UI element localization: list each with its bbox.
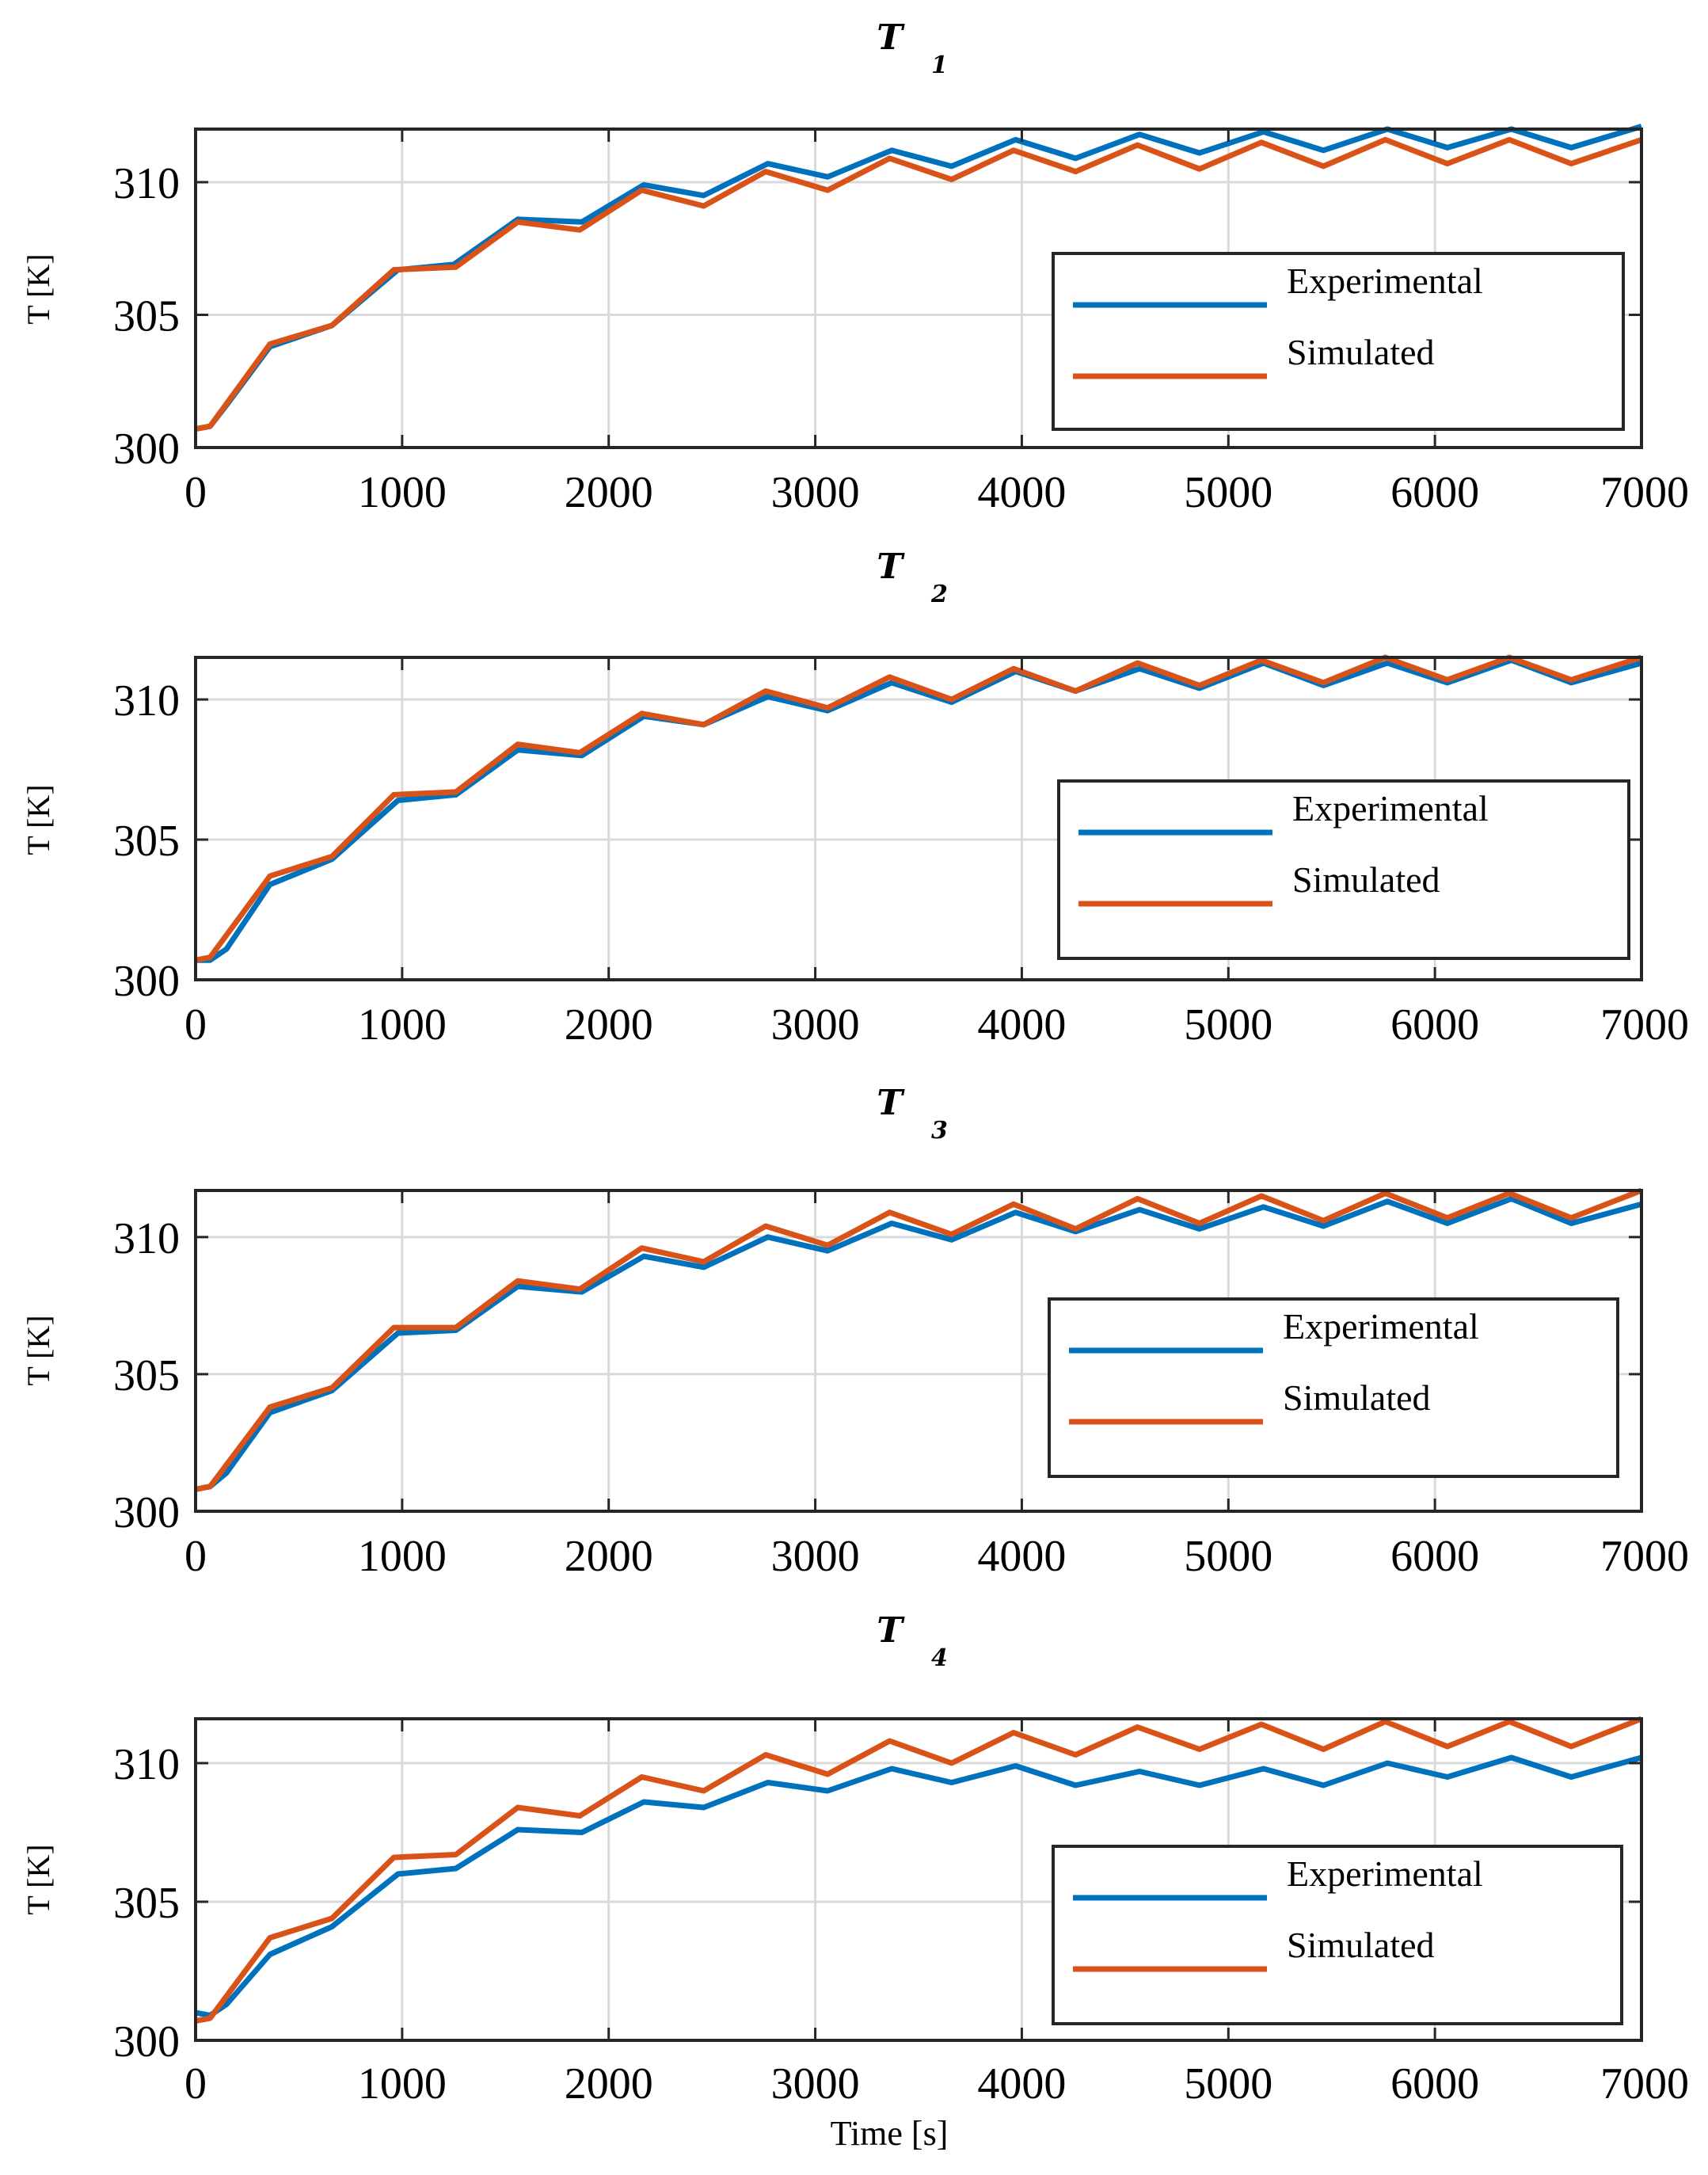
- subplot-title-subscript: 1: [931, 51, 948, 79]
- x-tick-label: 6000: [1390, 468, 1479, 517]
- x-tick-label: 6000: [1390, 1532, 1479, 1581]
- x-tick-label: 1000: [358, 2059, 447, 2108]
- x-tick-label: 7000: [1600, 468, 1689, 517]
- y-tick-label: 310: [113, 1214, 180, 1263]
- x-tick-label: 5000: [1184, 1532, 1272, 1581]
- x-tick-label: 7000: [1600, 2059, 1689, 2108]
- y-tick-label: 310: [113, 676, 180, 726]
- subplot-title: T: [877, 1610, 905, 1651]
- y-tick-label: 300: [113, 1488, 180, 1537]
- legend-label-simulated: Simulated: [1287, 332, 1435, 372]
- x-tick-label: 7000: [1600, 1532, 1689, 1581]
- series-line-simulated: [195, 1187, 1643, 1492]
- subplot-title-subscript: 3: [931, 1117, 948, 1145]
- x-tick-label: 1000: [358, 1532, 447, 1581]
- x-tick-label: 4000: [977, 1532, 1066, 1581]
- subplot-4: T4 0 1000 2000 3000 4000 5000 6000 7000 300 305 310…: [21, 1610, 1689, 2153]
- x-tick-label: 0: [184, 1532, 207, 1581]
- x-tick-label: 2000: [565, 2059, 653, 2108]
- legend: Experimental Simulated: [1057, 779, 1630, 960]
- y-axis-label: T [K]: [21, 253, 56, 324]
- series-line-experimental: [195, 1754, 1642, 2018]
- y-tick-label: 310: [113, 1740, 180, 1789]
- x-tick-label: 1000: [358, 1000, 447, 1049]
- x-tick-label: 3000: [771, 1532, 860, 1581]
- x-tick-label: 5000: [1184, 1000, 1272, 1049]
- subplot-3: T3 0 1000 2000 3000 4000 5000 6000 7000 300 305 310…: [21, 1083, 1689, 1581]
- legend: Experimental Simulated: [1052, 1845, 1623, 2025]
- legend-label-simulated: Simulated: [1292, 859, 1440, 900]
- legend: Experimental Simulated: [1048, 1297, 1619, 1478]
- axes-frame: [194, 1717, 1643, 2042]
- y-tick-label: 305: [113, 1879, 180, 1928]
- legend-label-experimental: Experimental: [1287, 1853, 1483, 1894]
- y-tick-label: 300: [113, 957, 180, 1006]
- axes-frame: [194, 128, 1643, 449]
- legend-label-simulated: Simulated: [1283, 1377, 1431, 1418]
- x-tick-label: 3000: [771, 2059, 860, 2108]
- legend: Experimental Simulated: [1052, 252, 1625, 431]
- legend-box: [1057, 779, 1630, 960]
- x-tick-label: 6000: [1390, 2059, 1479, 2108]
- x-tick-label: 5000: [1184, 468, 1272, 517]
- subplot-2: T2 0 1000 2000 3000 4000 5000 6000 7000 300 305 310…: [21, 547, 1689, 1049]
- legend-box: [1052, 1845, 1623, 2025]
- x-tick-label: 2000: [565, 1532, 653, 1581]
- subplot-title: T: [877, 1083, 905, 1123]
- x-tick-label: 0: [184, 2059, 207, 2108]
- y-axis-label: T [K]: [21, 1315, 56, 1385]
- legend-box: [1052, 252, 1625, 431]
- series-line-experimental: [195, 1195, 1642, 1492]
- x-tick-label: 4000: [977, 1000, 1066, 1049]
- legend-label-experimental: Experimental: [1287, 261, 1483, 301]
- y-axis-label: T [K]: [21, 784, 56, 855]
- x-tick-label: 6000: [1390, 1000, 1479, 1049]
- subplot-1: T1 0 1000 2000 3000 4000 5000 6000 7000 300 305 310…: [21, 17, 1689, 517]
- x-tick-label: 2000: [565, 1000, 653, 1049]
- y-tick-label: 310: [113, 159, 180, 208]
- x-tick-label: 7000: [1600, 1000, 1689, 1049]
- x-tick-label: 5000: [1184, 2059, 1272, 2108]
- legend-label-experimental: Experimental: [1283, 1306, 1479, 1347]
- x-tick-label: 2000: [565, 468, 653, 517]
- x-tick-label: 1000: [358, 468, 447, 517]
- series-line-simulated: [195, 1716, 1643, 2024]
- x-tick-label: 0: [184, 1000, 207, 1049]
- axes-frame: [194, 1189, 1643, 1513]
- legend-label-experimental: Experimental: [1292, 788, 1489, 828]
- y-axis-label: T [K]: [21, 1844, 56, 1914]
- series-line-experimental: [196, 657, 1642, 963]
- x-tick-label: 0: [184, 468, 207, 517]
- subplot-title-subscript: 2: [930, 581, 948, 608]
- x-tick-label: 4000: [977, 468, 1066, 517]
- y-tick-label: 300: [113, 2017, 180, 2066]
- y-tick-label: 300: [113, 425, 180, 474]
- subplot-title: T: [877, 17, 905, 58]
- subplot-title: T: [877, 547, 905, 587]
- y-tick-label: 305: [113, 817, 180, 866]
- subplot-title-subscript: 4: [931, 1644, 948, 1672]
- axes-frame: [194, 656, 1643, 981]
- legend-box: [1048, 1297, 1619, 1478]
- y-tick-label: 305: [113, 1351, 180, 1400]
- legend-label-simulated: Simulated: [1287, 1925, 1435, 1965]
- y-tick-label: 305: [113, 292, 180, 341]
- x-tick-label: 3000: [771, 468, 860, 517]
- x-axis-label: Time [s]: [831, 2114, 949, 2153]
- series-line-simulated: [195, 136, 1643, 432]
- x-tick-label: 4000: [977, 2059, 1066, 2108]
- x-tick-label: 3000: [771, 1000, 860, 1049]
